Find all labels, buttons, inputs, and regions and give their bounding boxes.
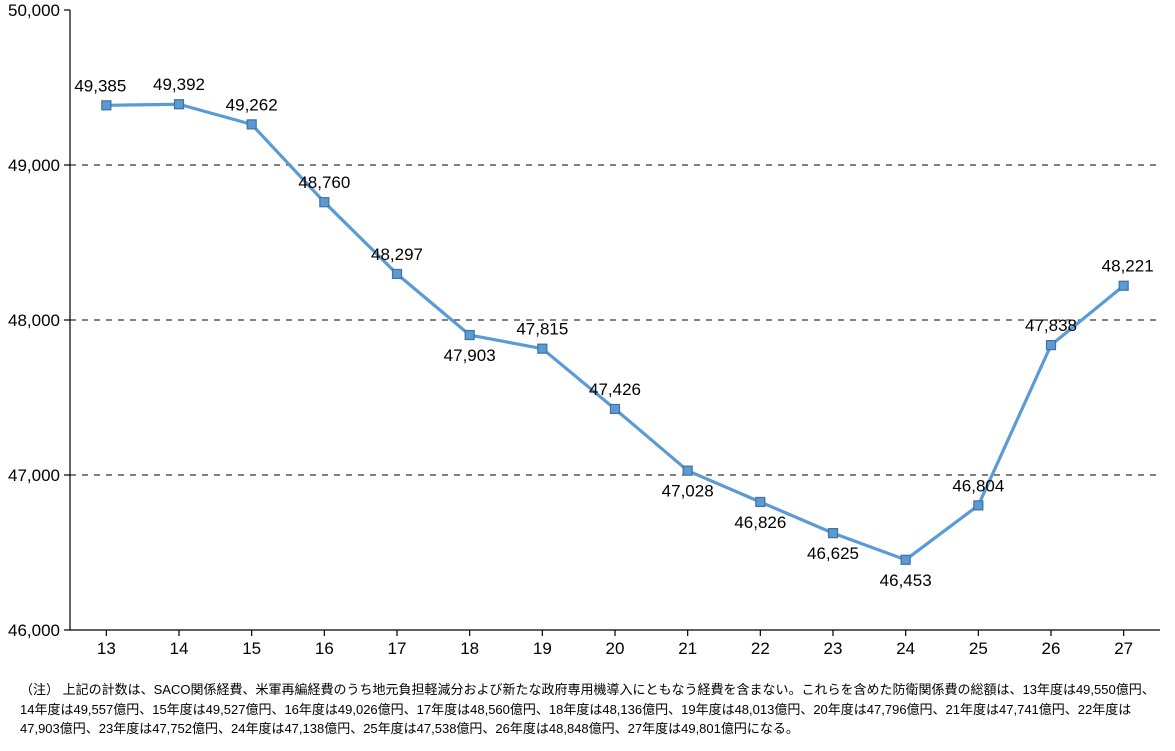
data-label: 47,838 [1025,316,1077,335]
data-label: 49,385 [74,76,126,95]
footnote: （注） 上記の計数は、SACO関係経費、米軍再編経費のうち地元負担軽減分および新… [0,670,1175,739]
svg-text:19: 19 [533,639,552,658]
svg-text:20: 20 [606,639,625,658]
data-label: 46,804 [952,476,1004,495]
svg-text:13: 13 [97,639,116,658]
svg-text:50,000: 50,000 [8,1,60,20]
svg-text:46,000: 46,000 [8,621,60,640]
data-label: 49,392 [153,75,205,94]
svg-text:26: 26 [1042,639,1061,658]
svg-text:17: 17 [388,639,407,658]
data-label: 47,028 [662,482,714,501]
svg-text:15: 15 [242,639,261,658]
svg-text:27: 27 [1114,639,1133,658]
svg-text:47,000: 47,000 [8,466,60,485]
svg-text:24: 24 [896,639,915,658]
data-label: 46,826 [734,513,786,532]
data-label: 49,262 [226,95,278,114]
data-label: 48,221 [1102,257,1154,276]
svg-text:48,000: 48,000 [8,311,60,330]
data-label: 48,760 [298,173,350,192]
svg-text:21: 21 [678,639,697,658]
footnote-text: 上記の計数は、SACO関係経費、米軍再編経費のうち地元負担軽減分および新たな政府… [20,682,1155,736]
data-label: 47,903 [444,346,496,365]
svg-text:25: 25 [969,639,988,658]
defense-budget-line-chart: 46,000 47,000 48,000 49,000 50,000 13 14 15 16 17… [0,0,1175,670]
svg-text:22: 22 [751,639,770,658]
svg-text:49,000: 49,000 [8,156,60,175]
data-label: 47,815 [516,320,568,339]
chart-svg: 46,000 47,000 48,000 49,000 50,000 13 14 15 16 17… [0,0,1175,670]
data-label: 47,426 [589,380,641,399]
svg-text:18: 18 [460,639,479,658]
svg-text:16: 16 [315,639,334,658]
data-label: 46,453 [880,571,932,590]
footnote-label: （注） [20,680,59,700]
svg-text:14: 14 [170,639,189,658]
data-label: 46,625 [807,544,859,563]
svg-text:23: 23 [824,639,843,658]
data-label: 48,297 [371,245,423,264]
